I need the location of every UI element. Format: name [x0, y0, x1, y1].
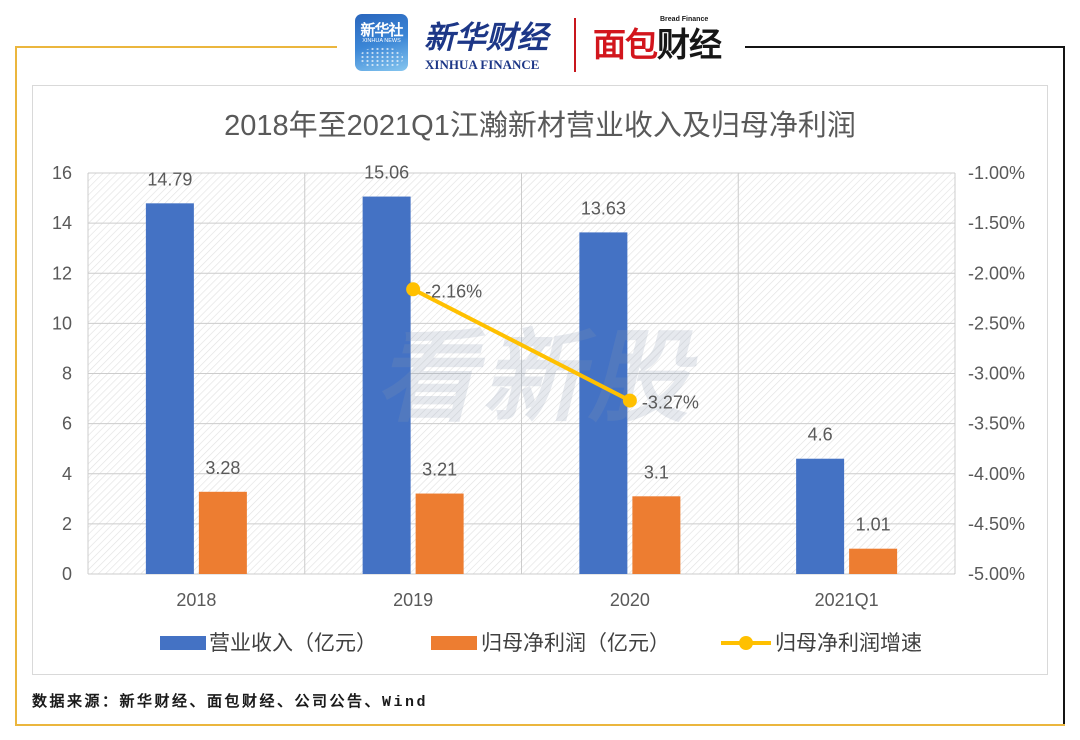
chart: 2018年至2021Q1江瀚新材营业收入及归母净利润 0 2 4 6 8 10 12 14 16…	[52, 109, 1025, 655]
y-left-tick-label: 4	[62, 464, 72, 484]
bar-revenue-2021q1	[796, 458, 845, 574]
bar-revenue-2020	[579, 232, 628, 574]
y-right-tick-label: -2.00%	[968, 263, 1025, 283]
growth-line	[406, 282, 637, 408]
xinhua-finance-logo-text: 新华财经	[424, 20, 548, 56]
data-label-revenue-2021q1: 4.6	[808, 425, 833, 445]
x-tick-label: 2021Q1	[815, 590, 879, 610]
y-right-tick-label: -4.50%	[968, 514, 1025, 534]
x-tick-label: 2018	[176, 590, 216, 610]
bar-revenue-2018	[145, 203, 194, 574]
data-label-net-profit-growth-2019: -2.16%	[425, 281, 482, 301]
legend-label-revenue: 营业收入（亿元）	[209, 632, 377, 655]
y-left-tick-label: 12	[52, 263, 72, 283]
xinhua-news-logo-english: XINHUA NEWS	[362, 38, 401, 44]
xinhua-news-logo-text: 新华社	[360, 21, 403, 39]
x-tick-label: 2019	[393, 590, 433, 610]
bread-finance-logo-text: 面包财经	[593, 18, 722, 66]
network-globe-icon	[360, 47, 403, 66]
y-left-tick-label: 0	[62, 564, 72, 584]
bar-net-profit-2021q1	[849, 548, 898, 574]
data-label-revenue-2018: 14.79	[147, 169, 192, 189]
y-right-tick-label: -3.50%	[968, 414, 1025, 434]
x-tick-label: 2020	[610, 590, 650, 610]
bar-net-profit-2019	[415, 493, 464, 574]
legend-label-net-profit: 归母净利润（亿元）	[481, 632, 670, 655]
data-label-net-profit-2020: 3.1	[644, 462, 669, 482]
legend-item-revenue: 营业收入（亿元）	[160, 632, 377, 655]
data-label-net-profit-2019: 3.21	[422, 460, 457, 480]
xinhua-finance-logo: 新华财经 XINHUA FINANCE	[424, 12, 556, 74]
legend-label-net-profit-growth: 归母净利润增速	[775, 632, 922, 655]
data-label-net-profit-growth-2020: -3.27%	[642, 393, 699, 413]
data-label-net-profit-2021q1: 1.01	[856, 515, 891, 535]
legend-swatch-net-profit	[431, 636, 477, 650]
data-label-revenue-2020: 13.63	[581, 198, 626, 218]
bar-revenue-2019	[362, 196, 411, 574]
y-right-tick-label: -4.00%	[968, 464, 1025, 484]
bread-finance-logo-accent: 面包	[593, 25, 658, 64]
y-right-tick-label: -5.00%	[968, 564, 1025, 584]
frame-top-left-line	[15, 46, 337, 48]
y-right-tick-label: -3.00%	[968, 364, 1025, 384]
bread-finance-logo: Bread Finance 面包财经	[593, 14, 729, 72]
y-left-tick-label: 6	[62, 414, 72, 434]
frame-top-right-line	[745, 46, 1065, 48]
y-left-tick-label: 2	[62, 514, 72, 534]
legend-item-net-profit-growth: 归母净利润增速	[721, 632, 922, 655]
y-left-tick-label: 10	[52, 313, 72, 333]
frame-left-line	[15, 46, 17, 726]
bread-finance-logo-english: Bread Finance	[660, 16, 709, 23]
data-source-note: 数据来源：新华财经、面包财经、公司公告、Wind	[32, 694, 429, 711]
frame-right-line	[1063, 46, 1065, 726]
legend-item-net-profit: 归母净利润（亿元）	[431, 632, 670, 655]
frame-bottom-line	[15, 724, 1065, 726]
y-right-tick-label: -1.50%	[968, 213, 1025, 233]
axes: 0 2 4 6 8 10 12 14 16 -5.00% -4.50% -4.00% -3.50% -3.…	[52, 163, 1025, 610]
bar-net-profit-2018	[198, 491, 247, 574]
bars	[145, 196, 898, 574]
legend: 营业收入（亿元） 归母净利润（亿元） 归母净利润增速	[160, 632, 922, 655]
chart-title: 2018年至2021Q1江瀚新材营业收入及归母净利润	[224, 109, 856, 142]
marker-net-profit-growth-2020	[622, 393, 637, 408]
y-right-tick-label: -1.00%	[968, 163, 1025, 183]
logo-divider	[574, 18, 576, 72]
chart-frame	[32, 85, 1048, 675]
y-right-tick-label: -2.50%	[968, 313, 1025, 333]
legend-swatch-revenue	[160, 636, 206, 650]
y-left-tick-label: 16	[52, 163, 72, 183]
legend-marker-net-profit-growth	[739, 636, 753, 650]
line-net-profit-growth	[412, 287, 631, 403]
xinhua-finance-logo-english: XINHUA FINANCE	[425, 57, 540, 72]
data-label-net-profit-2018: 3.28	[205, 458, 240, 478]
xinhua-news-logo: 新华社 XINHUA NEWS	[355, 14, 408, 71]
data-labels: 14.79 15.06 13.63 4.6 3.28 3.21 3.1 1.01 -2.16% -…	[147, 163, 890, 535]
bar-net-profit-2020	[632, 496, 681, 574]
data-label-revenue-2019: 15.06	[364, 163, 409, 183]
y-left-tick-label: 8	[62, 364, 72, 384]
bread-finance-logo-rest: 财经	[657, 25, 722, 64]
y-left-tick-label: 14	[52, 213, 72, 233]
marker-net-profit-growth-2019	[406, 282, 421, 297]
